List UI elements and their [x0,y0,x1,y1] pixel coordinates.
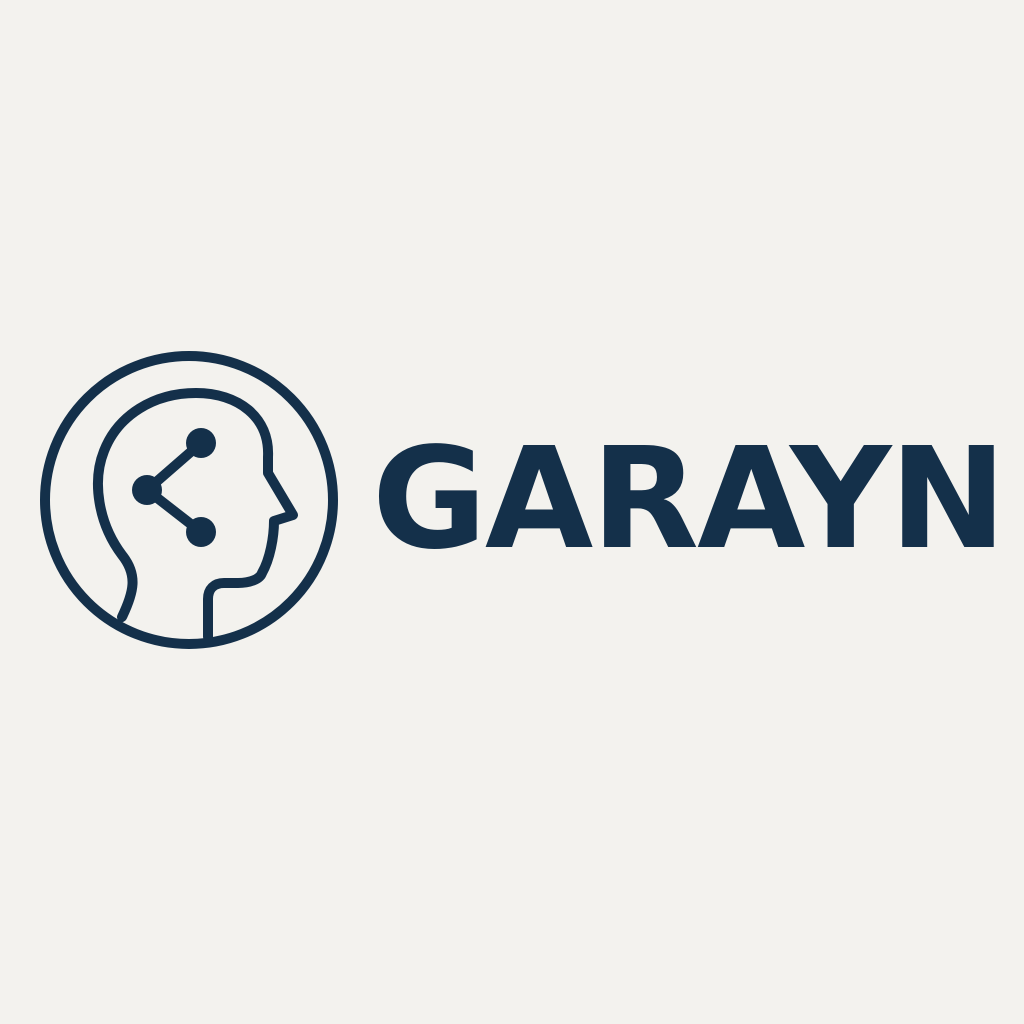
brand-wordmark: GARAYN [372,418,1007,581]
network-node-left [132,475,162,505]
network-node-top [186,428,216,458]
head-profile-outline [93,388,298,642]
logo-mark [38,347,340,653]
head-network-icon [40,351,338,649]
network-node-bottom [186,517,216,547]
logo-ring [40,351,338,649]
share-network-icon [132,428,216,547]
